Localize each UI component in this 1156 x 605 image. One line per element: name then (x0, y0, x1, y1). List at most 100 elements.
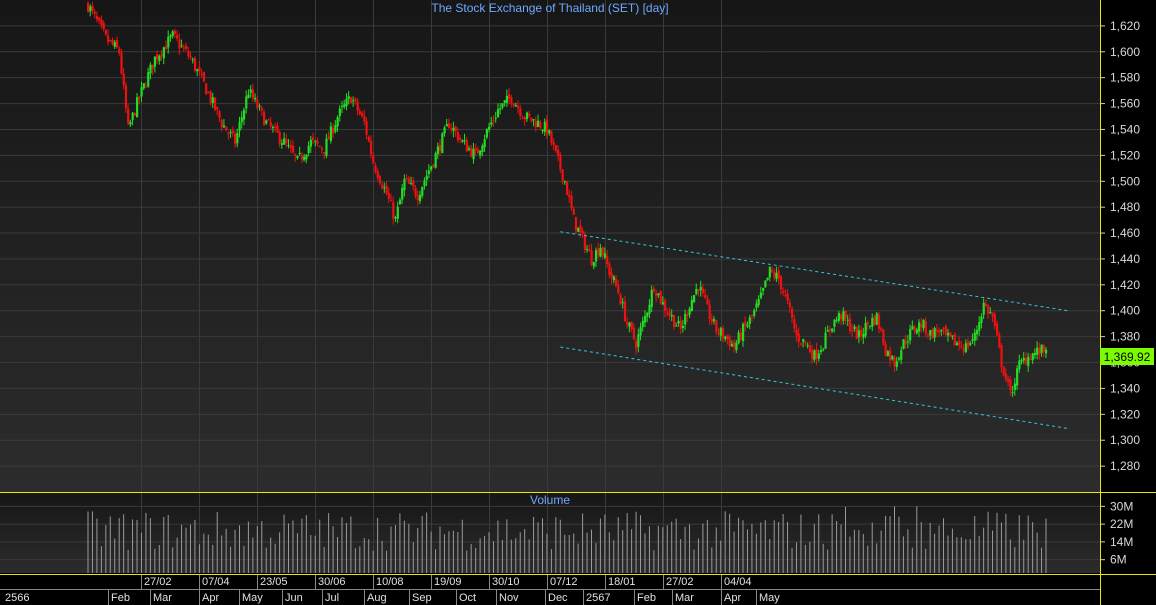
candle-up (857, 330, 861, 338)
candle-down (583, 234, 587, 250)
candle-up (131, 112, 134, 120)
candle-down (815, 349, 818, 359)
price-tick-label: 1,320 (1110, 407, 1140, 421)
candle-down (173, 30, 177, 34)
price-tick-label: 1,600 (1110, 45, 1140, 59)
candle-down (454, 126, 457, 132)
candle-down (949, 332, 952, 336)
candle-up (136, 97, 139, 117)
candle-up (167, 36, 170, 48)
candle-down (456, 131, 460, 141)
candle-up (169, 35, 172, 38)
candle-up (113, 42, 116, 47)
candle-up (824, 332, 827, 349)
candle-down (528, 113, 531, 117)
candle-up (240, 117, 243, 123)
price-tick-label: 1,500 (1110, 174, 1140, 188)
candle-down (492, 119, 495, 121)
candle-up (352, 100, 355, 102)
candle-up (445, 124, 448, 127)
date-label: 18/01 (608, 576, 636, 588)
candle-up (423, 180, 426, 187)
candle-down (672, 314, 676, 327)
candle-up (918, 322, 921, 332)
candle-up (822, 349, 825, 351)
candle-down (234, 133, 237, 145)
candle-up (532, 119, 535, 121)
candle-down (873, 316, 876, 325)
candle-down (251, 89, 255, 99)
candle-up (496, 109, 500, 117)
candle-up (837, 313, 841, 321)
candle-up (886, 351, 890, 356)
candle-up (922, 320, 925, 329)
date-label: 27/02 (144, 576, 172, 588)
price-tick-label: 1,480 (1110, 200, 1140, 214)
price-tick-label: 1,460 (1110, 226, 1140, 240)
candle-up (430, 166, 433, 170)
date-label: 23/05 (260, 576, 288, 588)
candle-down (225, 126, 228, 131)
candle-up (657, 293, 660, 296)
candle-down (545, 119, 549, 135)
candle-up (951, 335, 954, 337)
date-label: 30/10 (492, 576, 520, 588)
candle-down (987, 305, 990, 314)
trendlines (560, 231, 1069, 430)
candle-down (770, 269, 774, 272)
candle-down (984, 303, 988, 307)
candle-up (196, 69, 199, 72)
candle-down (378, 176, 382, 184)
candle-down (530, 117, 533, 122)
candle-up (929, 330, 932, 336)
candle-down (619, 294, 622, 305)
candle-down (860, 329, 863, 336)
candle-down (617, 285, 620, 293)
candle-up (479, 150, 482, 156)
candle-down (465, 140, 468, 152)
candle-down (893, 357, 896, 367)
candle-up (1036, 347, 1039, 355)
candle-down (995, 323, 999, 336)
volume-bars (87, 506, 1047, 573)
candle-up (592, 262, 595, 267)
candle-down (98, 17, 101, 21)
candle-down (202, 71, 206, 82)
candle-up (969, 343, 972, 345)
candle-down (944, 326, 947, 335)
candle-down (122, 73, 125, 86)
candle-down (615, 278, 618, 286)
candle-up (249, 89, 252, 93)
candle-down (209, 91, 212, 103)
candle-up (971, 339, 974, 341)
candle-down (552, 142, 555, 146)
candle-up (265, 120, 268, 124)
candle-up (864, 322, 867, 336)
candle-down (312, 137, 315, 140)
candle-up (305, 154, 308, 160)
candle-up (742, 323, 745, 342)
candle-up (641, 320, 644, 328)
candle-down (372, 155, 375, 164)
price-tick-label: 1,400 (1110, 304, 1140, 318)
candle-down (198, 66, 201, 72)
candle-down (363, 115, 366, 122)
month-label: Feb (111, 592, 130, 604)
candle-up (501, 103, 504, 108)
candle-down (369, 140, 373, 155)
candle-down (721, 327, 725, 339)
candle-up (303, 156, 306, 161)
candle-down (913, 326, 916, 332)
candle-up (287, 144, 290, 146)
candle-down (788, 302, 791, 308)
candle-up (695, 288, 698, 295)
candle-up (329, 126, 333, 141)
candle-down (659, 290, 662, 304)
candle-up (142, 83, 145, 89)
candle-down (127, 108, 130, 124)
candle-down (432, 164, 435, 167)
candle-up (868, 325, 872, 327)
candle-down (269, 122, 272, 127)
volume-tick-label: 14M (1110, 535, 1133, 549)
candle-up (895, 361, 898, 367)
